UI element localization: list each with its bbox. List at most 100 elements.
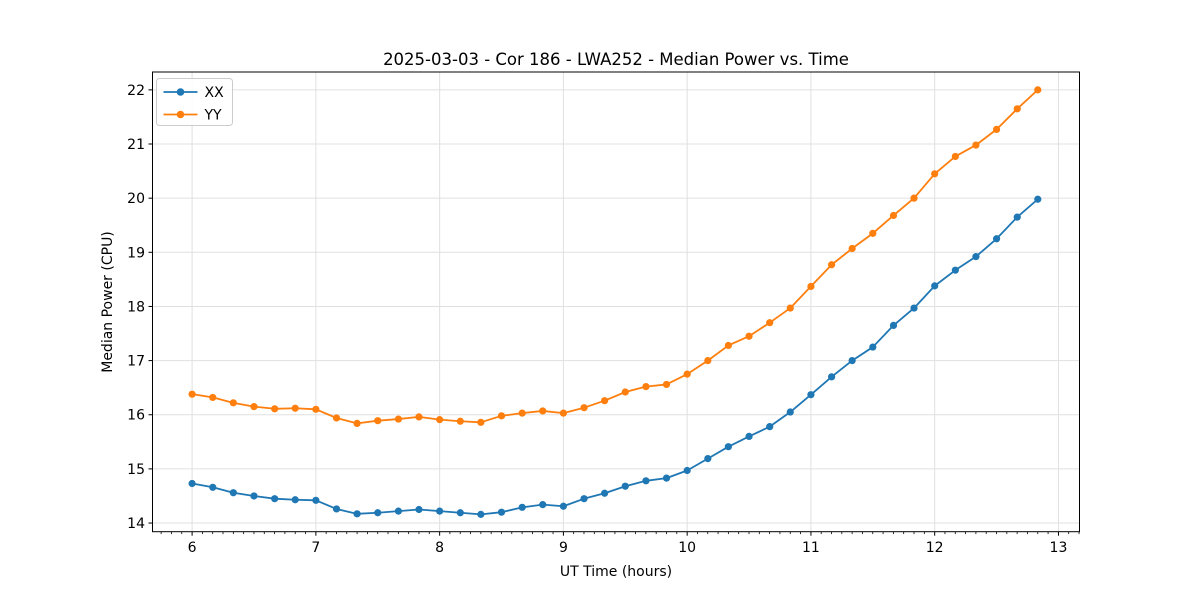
data-point xyxy=(621,388,629,396)
y-tick-label: 20 xyxy=(127,191,145,207)
y-tick-label: 15 xyxy=(127,462,145,478)
data-point xyxy=(766,423,774,431)
data-point xyxy=(291,404,299,412)
data-point xyxy=(415,413,423,421)
data-point xyxy=(209,483,217,491)
data-point xyxy=(683,466,691,475)
x-axis-label: UT Time (hours) xyxy=(560,564,672,580)
data-point xyxy=(848,356,856,365)
legend-label: YY xyxy=(204,108,223,124)
data-point xyxy=(889,321,898,330)
data-point xyxy=(1034,86,1042,94)
data-point xyxy=(724,341,732,350)
data-point xyxy=(910,194,918,202)
data-point xyxy=(188,479,196,488)
x-tick-label: 10 xyxy=(678,540,696,556)
data-point xyxy=(848,244,856,253)
data-point xyxy=(477,418,485,426)
data-point xyxy=(683,370,691,378)
data-point xyxy=(642,477,650,485)
data-point xyxy=(662,380,671,389)
data-point xyxy=(972,253,980,261)
x-tick-label: 11 xyxy=(802,540,820,556)
data-point xyxy=(229,489,237,497)
data-point xyxy=(704,356,712,365)
data-point xyxy=(456,417,464,425)
data-point xyxy=(889,211,898,220)
data-point xyxy=(786,304,794,312)
data-point xyxy=(271,495,279,503)
data-point xyxy=(209,393,217,402)
data-point xyxy=(539,407,547,415)
data-point xyxy=(951,266,959,274)
data-point xyxy=(559,502,567,510)
data-point xyxy=(394,415,403,423)
legend-entry-YY: YY xyxy=(163,108,223,124)
data-point xyxy=(786,408,794,416)
data-point xyxy=(497,508,506,516)
data-point xyxy=(745,432,753,441)
data-point xyxy=(312,405,320,413)
data-point xyxy=(580,495,588,503)
data-point xyxy=(1013,213,1021,221)
data-point xyxy=(250,403,258,411)
data-point xyxy=(353,419,361,428)
x-tick-label: 6 xyxy=(188,540,197,556)
data-point xyxy=(497,412,506,420)
data-point xyxy=(931,282,939,290)
data-point xyxy=(931,170,939,178)
y-tick-label: 17 xyxy=(127,354,145,370)
data-point xyxy=(580,404,588,412)
data-point xyxy=(621,482,629,490)
series-line xyxy=(191,198,1039,516)
data-point xyxy=(291,496,299,504)
data-point xyxy=(229,399,237,407)
x-tick-label: 12 xyxy=(926,540,944,556)
data-point xyxy=(972,141,980,149)
y-tick-label: 18 xyxy=(127,299,145,315)
data-point xyxy=(601,397,609,405)
data-point xyxy=(951,152,959,161)
data-point xyxy=(353,510,361,518)
y-tick-label: 22 xyxy=(127,83,145,99)
data-point xyxy=(992,235,1001,243)
data-point xyxy=(642,382,650,391)
data-point xyxy=(436,416,444,424)
data-point xyxy=(601,489,609,497)
y-tick-label: 14 xyxy=(127,516,145,532)
axes-layer: 6 7 8 9 10 11 12 13 14 15 16 17 18 19 20 21 22 xyxy=(127,71,1080,556)
series-XX xyxy=(188,195,1042,518)
y-tick-label: 16 xyxy=(127,408,145,424)
data-point xyxy=(827,373,836,381)
data-point xyxy=(766,319,774,327)
data-point xyxy=(188,390,196,398)
data-point xyxy=(807,391,815,399)
data-point xyxy=(436,507,444,515)
legend-entry-XX: XX xyxy=(163,85,225,101)
chart-title: 2025-03-03 - Cor 186 - LWA252 - Median P… xyxy=(383,50,849,69)
y-tick-label: 19 xyxy=(127,245,145,261)
data-point xyxy=(271,405,279,413)
data-point xyxy=(869,343,877,351)
x-tick-label: 8 xyxy=(435,540,444,556)
x-tick-label: 9 xyxy=(559,540,568,556)
data-point xyxy=(704,455,712,463)
series-line xyxy=(191,89,1039,425)
legend-label: XX xyxy=(205,85,225,101)
data-point xyxy=(827,261,836,269)
data-point xyxy=(374,509,382,517)
data-point xyxy=(332,414,341,422)
data-point xyxy=(869,229,877,237)
data-point xyxy=(332,505,341,513)
data-point xyxy=(992,125,1001,133)
x-tick-label: 7 xyxy=(311,540,320,556)
y-tick-label: 21 xyxy=(127,137,145,153)
data-point xyxy=(415,505,423,514)
data-point xyxy=(1013,105,1021,113)
legend-marker xyxy=(176,88,185,96)
data-point xyxy=(1034,195,1042,203)
legend: XX YY xyxy=(156,78,233,126)
data-point xyxy=(518,409,526,417)
data-point xyxy=(745,332,753,340)
